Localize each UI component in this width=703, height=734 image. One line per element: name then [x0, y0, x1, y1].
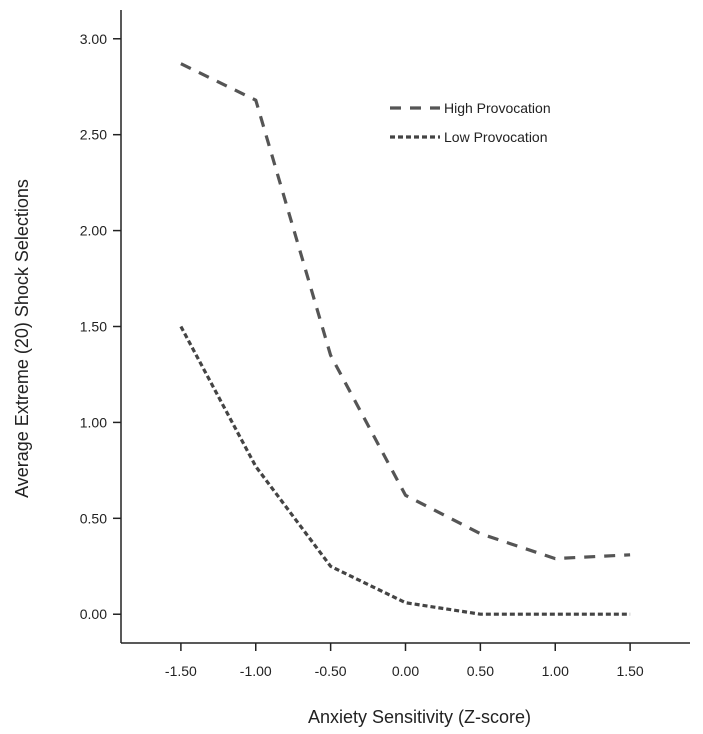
axes — [120, 10, 690, 644]
y-ticks: 0.00 0.50 1.00 1.50 2.00 2.50 3.00 — [80, 31, 121, 622]
x-tick-label: -1.00 — [240, 663, 272, 679]
legend-label: Low Provocation — [444, 129, 548, 145]
x-axis-title: Anxiety Sensitivity (Z-score) — [308, 707, 531, 727]
x-tick-label: 0.00 — [392, 663, 419, 679]
x-tick-label: -1.50 — [165, 663, 197, 679]
series-line-low-provocation — [179, 325, 631, 616]
legend: High Provocation Low Provocation — [390, 100, 551, 145]
y-tick-label: 1.50 — [80, 319, 107, 335]
y-axis-title: Average Extreme (20) Shock Selections — [12, 179, 32, 498]
y-tick-label: 3.00 — [80, 31, 107, 47]
legend-label: High Provocation — [444, 100, 551, 116]
y-tick-label: 2.50 — [80, 127, 107, 143]
x-ticks: -1.50 -1.00 -0.50 0.00 0.50 1.00 1.50 — [165, 643, 644, 679]
x-tick-label: 1.00 — [542, 663, 569, 679]
y-tick-label: 2.00 — [80, 223, 107, 239]
series-layer — [179, 62, 631, 616]
series-line-high-provocation — [180, 62, 631, 561]
x-tick-label: 1.50 — [616, 663, 643, 679]
y-tick-label: 0.00 — [80, 606, 107, 622]
y-tick-label: 0.50 — [80, 510, 107, 526]
x-tick-label: 0.50 — [467, 663, 494, 679]
x-tick-label: -0.50 — [315, 663, 347, 679]
y-tick-label: 1.00 — [80, 414, 107, 430]
